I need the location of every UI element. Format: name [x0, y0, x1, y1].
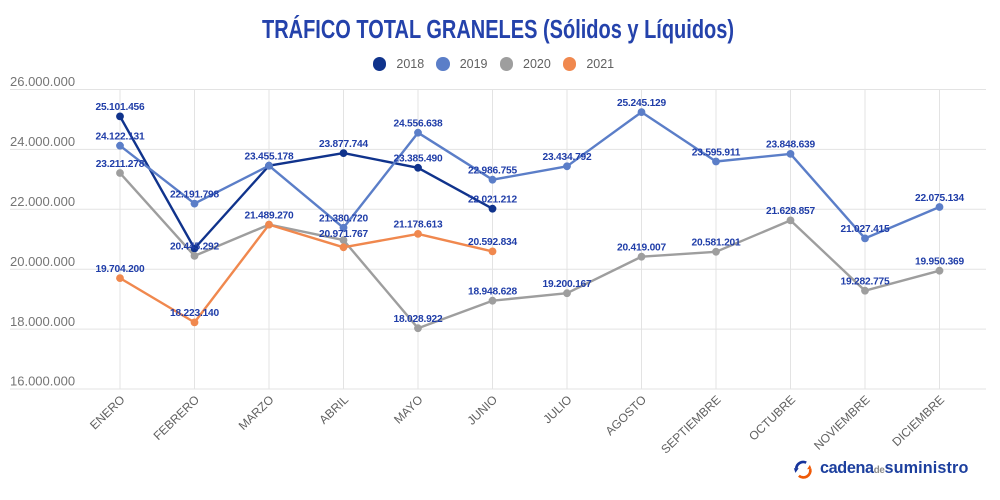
svg-text:24.556.638: 24.556.638: [394, 119, 444, 130]
svg-text:18.223.140: 18.223.140: [170, 308, 220, 319]
svg-text:21.489.270: 21.489.270: [245, 210, 295, 221]
svg-text:16.000.000: 16.000.000: [10, 374, 75, 389]
svg-text:22.021.212: 22.021.212: [468, 195, 518, 206]
svg-text:19.200.167: 19.200.167: [543, 279, 593, 290]
svg-text:MAYO: MAYO: [391, 393, 426, 427]
svg-text:25.245.129: 25.245.129: [617, 98, 667, 109]
svg-text:20.000.000: 20.000.000: [10, 254, 75, 269]
svg-text:20.445.292: 20.445.292: [170, 242, 220, 253]
svg-text:23.211.278: 23.211.278: [96, 159, 145, 170]
svg-text:20.971.767: 20.971.767: [319, 229, 369, 240]
svg-text:SEPTIEMBRE: SEPTIEMBRE: [658, 393, 723, 457]
svg-text:18.028.922: 18.028.922: [394, 314, 444, 325]
svg-text:25.101.456: 25.101.456: [96, 102, 146, 113]
svg-text:23.385.490: 23.385.490: [394, 154, 444, 165]
svg-text:26.000.000: 26.000.000: [10, 74, 75, 89]
svg-text:FEBRERO: FEBRERO: [151, 393, 202, 443]
svg-text:24.000.000: 24.000.000: [10, 134, 75, 149]
svg-text:22.986.755: 22.986.755: [468, 166, 518, 177]
svg-text:20.581.201: 20.581.201: [692, 238, 742, 249]
svg-text:JUNIO: JUNIO: [464, 393, 500, 428]
svg-text:DICIEMBRE: DICIEMBRE: [889, 393, 947, 449]
svg-text:MARZO: MARZO: [236, 393, 277, 433]
svg-text:22.075.134: 22.075.134: [915, 193, 965, 204]
svg-text:23.848.639: 23.848.639: [766, 140, 816, 151]
svg-text:21.628.857: 21.628.857: [766, 206, 816, 217]
svg-text:AGOSTO: AGOSTO: [603, 393, 650, 439]
svg-text:NOVIEMBRE: NOVIEMBRE: [811, 393, 873, 453]
svg-text:23.877.744: 23.877.744: [319, 139, 369, 150]
svg-text:24.122.131: 24.122.131: [96, 132, 146, 143]
svg-text:19.950.369: 19.950.369: [915, 257, 965, 268]
svg-text:21.027.415: 21.027.415: [841, 224, 891, 235]
svg-text:21.178.613: 21.178.613: [394, 220, 444, 231]
svg-text:21.380.720: 21.380.720: [319, 214, 369, 225]
svg-text:20.419.007: 20.419.007: [617, 243, 667, 254]
svg-text:20.592.834: 20.592.834: [468, 237, 518, 248]
svg-text:22.191.798: 22.191.798: [170, 189, 220, 200]
svg-text:JULIO: JULIO: [540, 393, 574, 427]
svg-text:ABRIL: ABRIL: [316, 392, 351, 426]
svg-text:23.434.792: 23.434.792: [543, 152, 593, 163]
svg-text:ENERO: ENERO: [87, 393, 127, 433]
svg-text:19.282.775: 19.282.775: [841, 277, 891, 288]
svg-text:23.595.911: 23.595.911: [692, 147, 741, 158]
svg-text:23.455.178: 23.455.178: [245, 152, 295, 163]
svg-text:18.000.000: 18.000.000: [10, 314, 75, 329]
svg-text:19.704.200: 19.704.200: [96, 264, 146, 275]
svg-text:22.000.000: 22.000.000: [10, 194, 75, 209]
svg-text:OCTUBRE: OCTUBRE: [746, 393, 798, 444]
svg-text:18.948.628: 18.948.628: [468, 287, 518, 298]
